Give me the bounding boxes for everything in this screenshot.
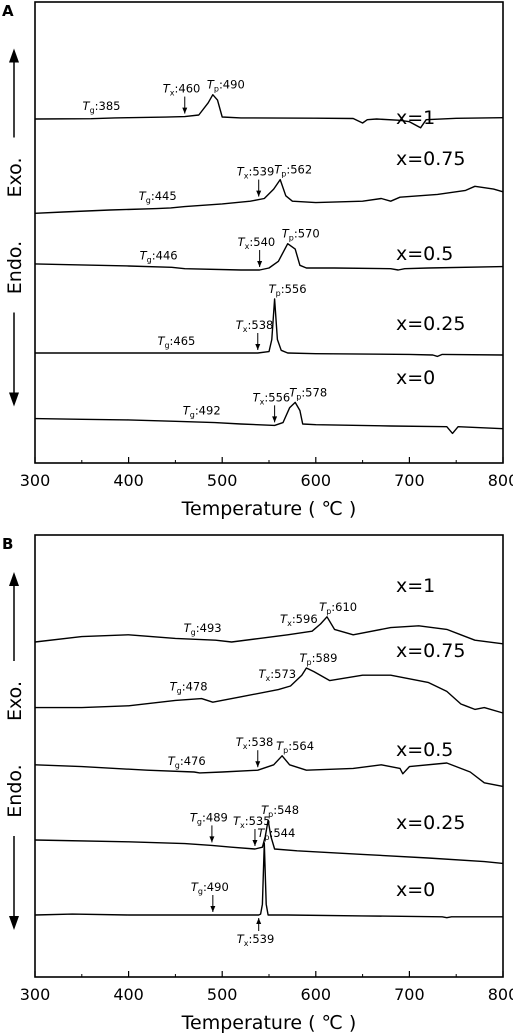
series-label: x=0.25 (396, 313, 465, 335)
panel-B: B 300 400 500 600 700 800 Temperature ( ℃ ) Exo.… (2, 534, 513, 1034)
endo-arrowhead (9, 392, 19, 407)
annotation-arrowhead (256, 918, 262, 924)
x-tick-label: 300 (20, 985, 51, 1004)
x-tick-label: 400 (113, 471, 144, 490)
temperature-annotation: Tx:539 (237, 932, 275, 948)
temperature-annotation: Tx:540 (238, 235, 276, 251)
temperature-annotation: Tp:548 (261, 803, 299, 819)
temperature-annotation: Tg:493 (184, 621, 222, 637)
x-axis-title: Temperature ( ℃ ) (181, 498, 357, 520)
series-label: x=0 (396, 879, 435, 901)
series-line (35, 667, 504, 714)
series-label: x=0.5 (396, 243, 453, 265)
x-tick-label: 400 (113, 985, 144, 1004)
x-tick-label: 700 (394, 985, 425, 1004)
series-label: x=0.75 (396, 640, 465, 662)
series-line (35, 298, 504, 358)
series-line (34, 819, 504, 865)
temperature-annotation: Tg:446 (140, 248, 178, 264)
x-tick-label: 600 (301, 985, 332, 1004)
exo-arrowhead (9, 572, 19, 586)
x-tick-label: 700 (394, 471, 425, 490)
temperature-annotation: Tp:564 (276, 739, 314, 755)
temperature-annotation: Tg:492 (183, 404, 221, 420)
x-tick-label: 600 (301, 471, 332, 490)
x-tick-label: 800 (488, 471, 513, 490)
series-line (34, 178, 504, 214)
temperature-annotation: Tp:578 (289, 385, 327, 401)
series-line (34, 616, 504, 645)
series-label: x=0.5 (396, 739, 453, 761)
temperature-annotation: Tg:490 (191, 880, 229, 896)
series-line (34, 94, 504, 129)
series-label: x=1 (396, 575, 435, 597)
annotation-arrowhead (209, 836, 215, 843)
panel-A: A 300 400 500 600 700 800 Temperature ( ℃ ) Exo.… (2, 1, 513, 520)
annotation-arrowhead (272, 416, 278, 423)
panel-label: A (2, 2, 14, 20)
temperature-annotation: Tx:538 (236, 735, 274, 751)
series-label: x=0 (396, 367, 435, 389)
series-line (34, 401, 504, 435)
annotation-arrowhead (252, 840, 258, 846)
x-axis-title: Temperature ( ℃ ) (181, 1012, 357, 1034)
series-line (34, 243, 504, 271)
series-line (34, 842, 503, 919)
exo-label: Exo. (4, 158, 26, 198)
temperature-annotation: Tp:570 (282, 227, 320, 243)
temperature-annotation: Tp:490 (207, 78, 245, 94)
annotation-arrowhead (255, 761, 261, 768)
temperature-annotation: Tg:445 (139, 189, 177, 205)
temperature-annotation: Tx:556 (253, 390, 291, 406)
temperature-annotation: Tx:539 (237, 165, 275, 181)
series-label: x=0.75 (396, 148, 465, 170)
x-tick-label: 300 (20, 471, 51, 490)
endo-label: Endo. (4, 241, 26, 294)
annotation-arrowhead (210, 906, 216, 912)
exo-label: Exo. (4, 681, 26, 721)
annotation-arrowhead (255, 344, 261, 350)
temperature-annotation: Tg:489 (190, 810, 228, 826)
panel-label: B (2, 535, 13, 553)
temperature-annotation: Tp:562 (274, 163, 312, 179)
temperature-annotation: Tg:478 (170, 680, 208, 696)
annotation-arrowhead (182, 107, 188, 114)
temperature-annotation: Tx:573 (259, 667, 297, 683)
series-line (34, 755, 504, 788)
temperature-annotation: Tp:556 (269, 282, 307, 298)
temperature-annotation: Tg:476 (168, 754, 206, 770)
annotation-arrowhead (256, 190, 262, 197)
x-tick-label: 500 (207, 471, 238, 490)
temperature-annotation: Tp:589 (300, 651, 338, 667)
temperature-annotation: Tp:544 (257, 826, 295, 842)
temperature-annotation: Tg:385 (83, 99, 121, 115)
x-tick-label: 500 (207, 985, 238, 1004)
temperature-annotation: Tx:596 (280, 612, 318, 628)
x-tick-label: 800 (488, 985, 513, 1004)
endo-arrowhead (9, 916, 19, 930)
annotation-arrowhead (257, 261, 263, 268)
temperature-annotation: Tx:535 (233, 814, 271, 830)
series-label: x=1 (396, 107, 435, 129)
series-label: x=0.25 (396, 812, 465, 834)
temperature-annotation: Tx:538 (236, 318, 274, 334)
exo-arrowhead (9, 48, 19, 63)
endo-label: Endo. (4, 764, 26, 817)
temperature-annotation: Tx:460 (163, 82, 201, 98)
temperature-annotation: Tp:610 (319, 600, 357, 616)
temperature-annotation: Tg:465 (157, 334, 195, 350)
